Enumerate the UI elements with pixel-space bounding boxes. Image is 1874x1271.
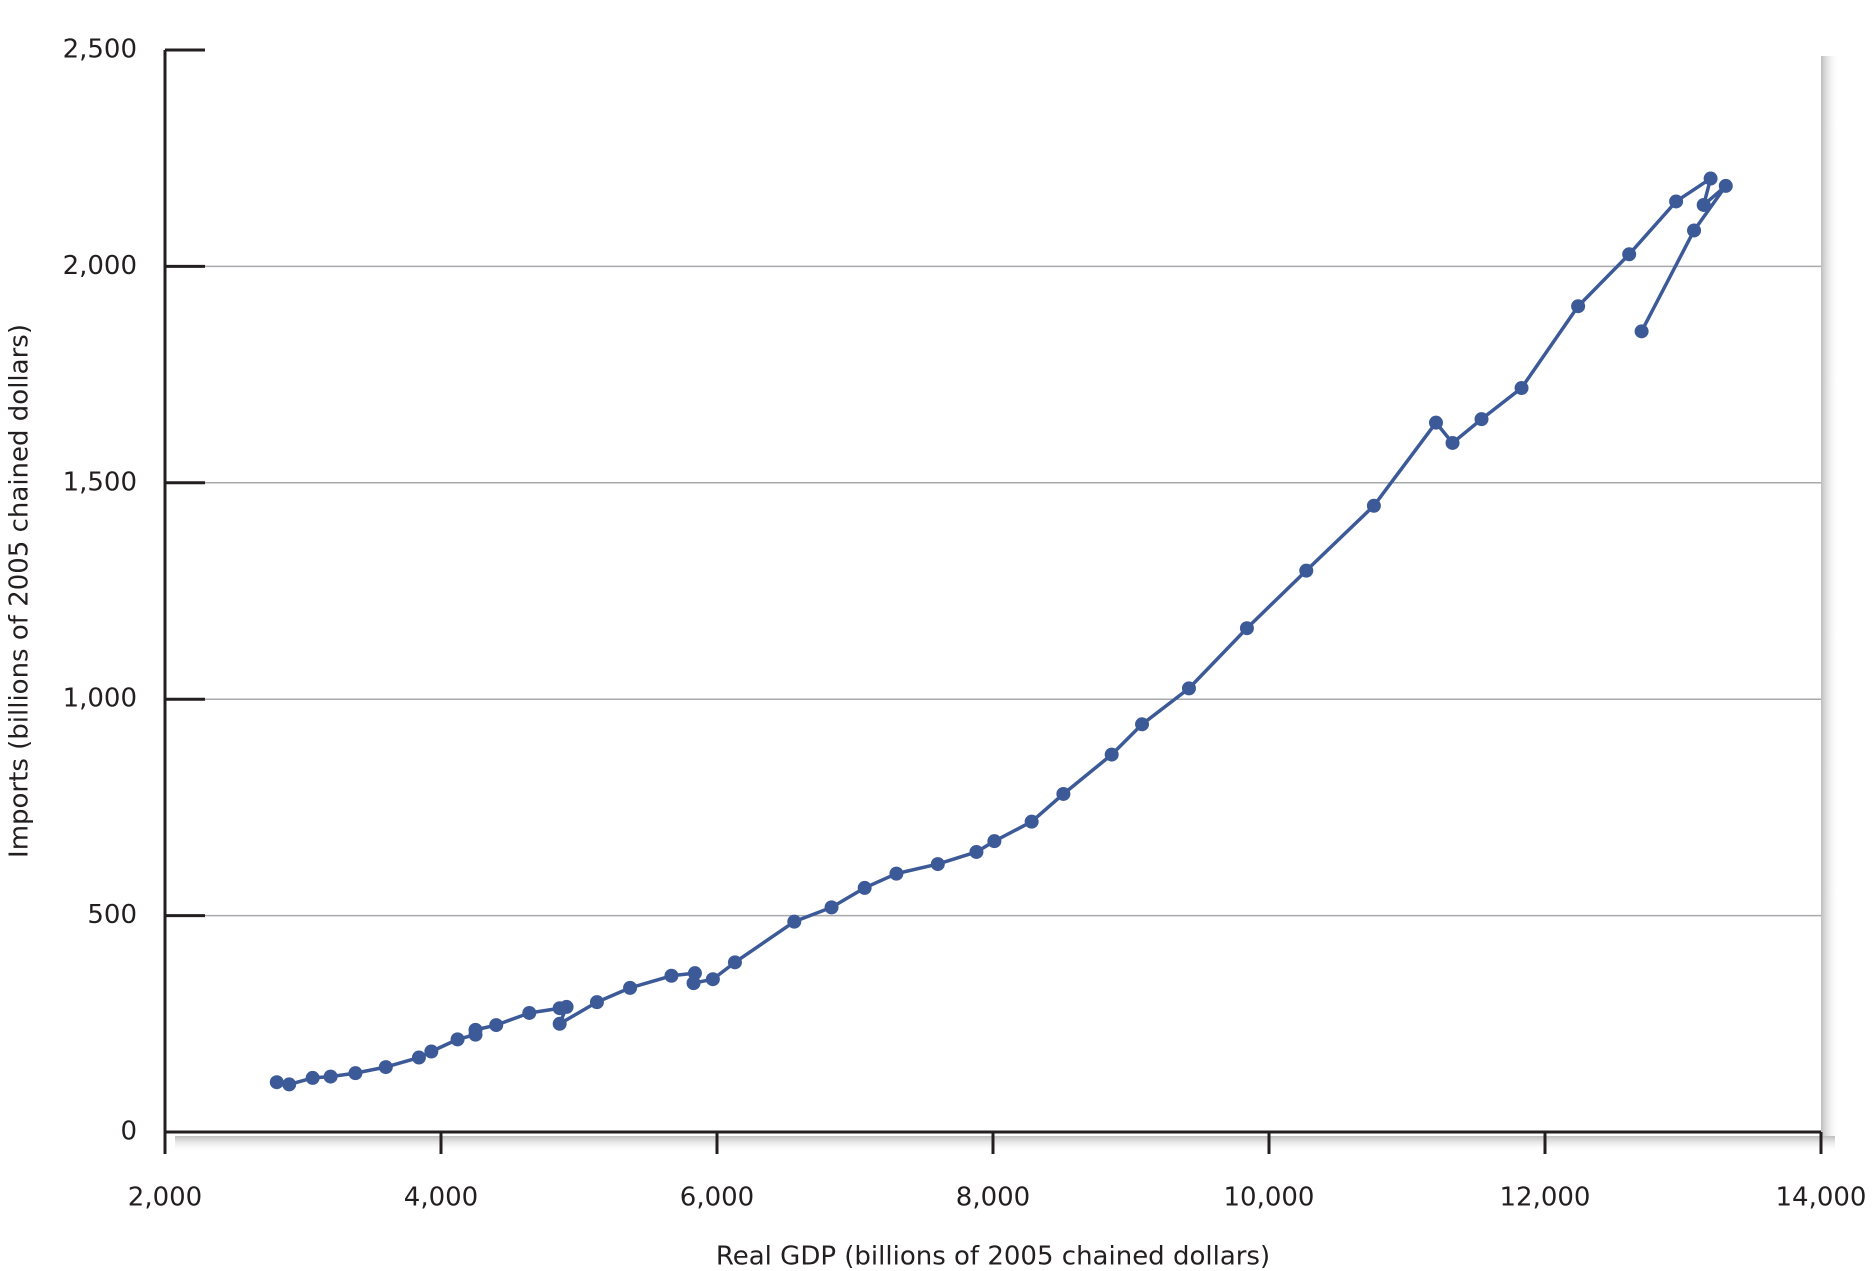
plot-shadow — [1821, 56, 1839, 1136]
x-tick-label: 4,000 — [404, 1183, 478, 1213]
data-point — [1571, 299, 1586, 314]
data-point — [686, 976, 701, 991]
data-point — [1366, 498, 1381, 513]
plot-area — [165, 50, 1821, 1132]
x-tick-label: 10,000 — [1224, 1183, 1315, 1213]
y-tick-label: 1,500 — [63, 467, 137, 497]
data-point — [305, 1070, 320, 1085]
data-point — [889, 866, 904, 881]
y-tick-label: 500 — [87, 900, 137, 930]
y-tick-label: 1,000 — [63, 684, 137, 714]
x-tick-label: 6,000 — [680, 1183, 754, 1213]
data-point — [424, 1044, 439, 1059]
data-point — [1718, 178, 1733, 193]
data-point — [857, 880, 872, 895]
data-point — [824, 900, 839, 915]
y-tick-label: 0 — [120, 1117, 137, 1147]
data-point — [559, 999, 574, 1014]
x-tick-label: 8,000 — [956, 1183, 1030, 1213]
y-axis-label: Imports (billions of 2005 chained dollar… — [5, 324, 35, 858]
data-point — [522, 1005, 537, 1020]
y-tick-label: 2,000 — [63, 251, 137, 281]
data-point — [969, 844, 984, 859]
data-point — [1135, 717, 1150, 732]
data-point — [1239, 621, 1254, 636]
x-tick-label: 14,000 — [1776, 1183, 1867, 1213]
data-point — [1428, 415, 1443, 430]
data-point — [1299, 563, 1314, 578]
data-point — [1104, 747, 1119, 762]
data-point — [1181, 681, 1196, 696]
plot-shadow — [175, 1136, 1835, 1152]
data-point — [552, 1016, 567, 1031]
x-tick-label: 12,000 — [1500, 1183, 1591, 1213]
data-point — [987, 834, 1002, 849]
data-point — [1703, 171, 1718, 186]
data-point — [589, 995, 604, 1010]
data-point — [323, 1069, 338, 1084]
data-point — [269, 1075, 284, 1090]
data-point — [664, 968, 679, 983]
data-point — [930, 857, 945, 872]
data-point — [1445, 435, 1460, 450]
y-tick-label: 2,500 — [63, 35, 137, 65]
data-point — [1056, 786, 1071, 801]
data-point — [450, 1032, 465, 1047]
data-point — [348, 1066, 363, 1081]
data-point — [1634, 324, 1649, 339]
data-point — [1669, 194, 1684, 209]
data-point — [1696, 197, 1711, 212]
data-point — [1024, 814, 1039, 829]
x-axis-label: Real GDP (billions of 2005 chained dolla… — [716, 1242, 1270, 1271]
data-point — [705, 972, 720, 987]
data-point — [468, 1022, 483, 1037]
data-point — [1514, 381, 1529, 396]
data-point — [1687, 223, 1702, 238]
data-point — [1622, 247, 1637, 262]
data-point — [282, 1077, 297, 1092]
data-point — [378, 1060, 393, 1075]
data-point — [489, 1018, 504, 1033]
data-point — [411, 1050, 426, 1065]
data-point — [623, 980, 638, 995]
data-point — [727, 955, 742, 970]
x-tick-label: 2,000 — [128, 1183, 202, 1213]
data-point — [787, 914, 802, 929]
data-point — [1474, 412, 1489, 427]
